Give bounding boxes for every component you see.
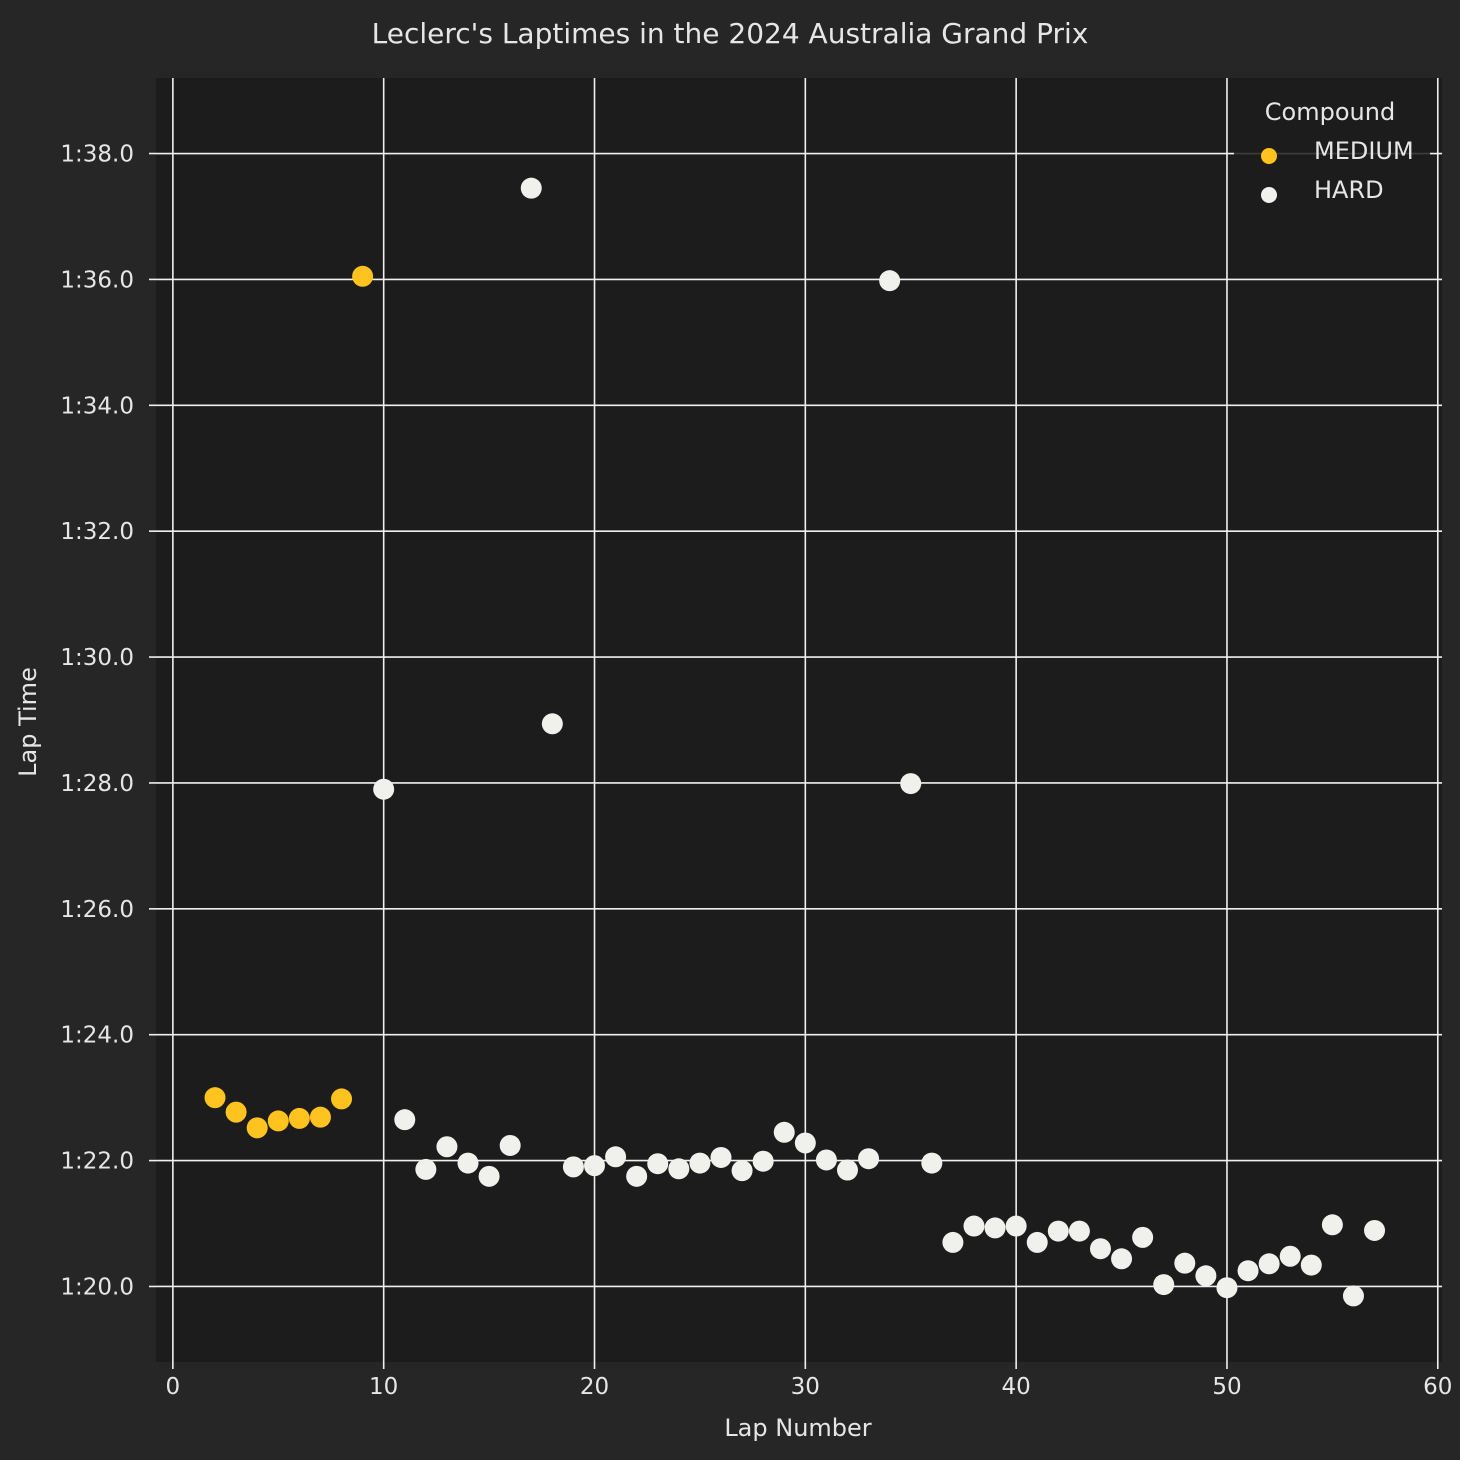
data-point-hard <box>858 1148 880 1170</box>
y-tick-label: 1:36.0 <box>60 267 134 293</box>
y-tick-label: 1:32.0 <box>60 519 134 545</box>
data-point-hard <box>394 1109 416 1131</box>
data-point-hard <box>942 1231 964 1253</box>
data-point-hard <box>415 1158 437 1180</box>
legend-label-medium: MEDIUM <box>1314 137 1414 165</box>
data-point-hard <box>1047 1220 1069 1242</box>
plot-area-background <box>156 78 1442 1362</box>
y-tick-label: 1:30.0 <box>60 645 134 671</box>
data-point-hard <box>984 1217 1006 1239</box>
data-point-hard <box>1174 1252 1196 1274</box>
data-point-hard <box>879 270 901 292</box>
data-point-hard <box>921 1152 943 1174</box>
y-tick-label: 1:24.0 <box>60 1023 134 1049</box>
x-tick-label: 20 <box>580 1374 609 1400</box>
y-tick-label: 1:26.0 <box>60 897 134 923</box>
data-point-hard <box>562 1156 584 1178</box>
data-point-medium <box>288 1107 310 1129</box>
data-point-hard <box>1258 1253 1280 1275</box>
data-point-hard <box>1111 1248 1133 1270</box>
x-axis-label: Lap Number <box>724 1414 871 1442</box>
data-point-hard <box>836 1159 858 1181</box>
data-point-hard <box>752 1150 774 1172</box>
data-point-hard <box>668 1158 690 1180</box>
y-tick-label: 1:28.0 <box>60 771 134 797</box>
data-point-medium <box>225 1101 247 1123</box>
data-point-hard <box>520 177 542 199</box>
x-tick-label: 30 <box>791 1374 820 1400</box>
y-tick-label: 1:22.0 <box>60 1149 134 1175</box>
data-point-hard <box>584 1155 606 1177</box>
x-tick-label: 0 <box>166 1374 181 1400</box>
data-point-medium <box>331 1088 353 1110</box>
y-axis-label: Lap Time <box>14 667 42 777</box>
data-point-hard <box>963 1215 985 1237</box>
data-point-hard <box>689 1152 711 1174</box>
data-point-hard <box>1132 1226 1154 1248</box>
data-point-medium <box>267 1110 289 1132</box>
data-point-hard <box>1237 1260 1259 1282</box>
legend: Compound MEDIUM HARD <box>1234 86 1430 214</box>
x-tick-label: 10 <box>369 1374 398 1400</box>
data-point-hard <box>1279 1245 1301 1267</box>
legend-marker-hard <box>1261 187 1277 203</box>
data-point-hard <box>773 1121 795 1143</box>
y-tick-label: 1:34.0 <box>60 393 134 419</box>
legend-label-hard: HARD <box>1314 176 1384 204</box>
data-point-hard <box>457 1152 479 1174</box>
data-point-hard <box>794 1132 816 1154</box>
data-point-hard <box>1321 1214 1343 1236</box>
data-point-hard <box>626 1165 648 1187</box>
data-point-hard <box>1195 1265 1217 1287</box>
data-point-hard <box>710 1146 732 1168</box>
data-point-hard <box>1364 1219 1386 1241</box>
data-point-hard <box>1005 1215 1027 1237</box>
data-point-medium <box>352 265 374 287</box>
data-point-hard <box>647 1153 669 1175</box>
data-point-hard <box>1026 1231 1048 1253</box>
legend-title: Compound <box>1265 98 1395 126</box>
data-point-hard <box>1216 1277 1238 1299</box>
data-point-hard <box>815 1149 837 1171</box>
data-point-hard <box>1089 1238 1111 1260</box>
x-tick-label: 60 <box>1423 1374 1452 1400</box>
x-tick-label: 40 <box>1002 1374 1031 1400</box>
data-point-medium <box>309 1106 331 1128</box>
data-point-hard <box>1300 1254 1322 1276</box>
data-point-hard <box>731 1160 753 1182</box>
data-point-hard <box>605 1146 627 1168</box>
data-points <box>204 177 1386 1307</box>
data-point-hard <box>499 1134 521 1156</box>
data-point-hard <box>541 713 563 735</box>
y-tick-label: 1:38.0 <box>60 142 134 168</box>
axis-ticks: 0 10 20 30 40 50 60 1:20.0 1:22.0 1:24.0 1:26.0 1:2… <box>60 142 1452 1400</box>
data-point-hard <box>1342 1285 1364 1307</box>
chart-title: Leclerc's Laptimes in the 2024 Australia… <box>372 17 1089 50</box>
data-point-hard <box>436 1136 458 1158</box>
data-point-medium <box>204 1087 226 1109</box>
data-point-hard <box>478 1165 500 1187</box>
y-tick-label: 1:20.0 <box>60 1274 134 1300</box>
data-point-hard <box>373 778 395 800</box>
grid-lines <box>156 78 1442 1362</box>
data-point-medium <box>246 1117 268 1139</box>
x-tick-label: 50 <box>1212 1374 1241 1400</box>
data-point-hard <box>900 773 922 795</box>
data-point-hard <box>1153 1274 1175 1296</box>
legend-marker-medium <box>1261 148 1277 164</box>
data-point-hard <box>1068 1220 1090 1242</box>
